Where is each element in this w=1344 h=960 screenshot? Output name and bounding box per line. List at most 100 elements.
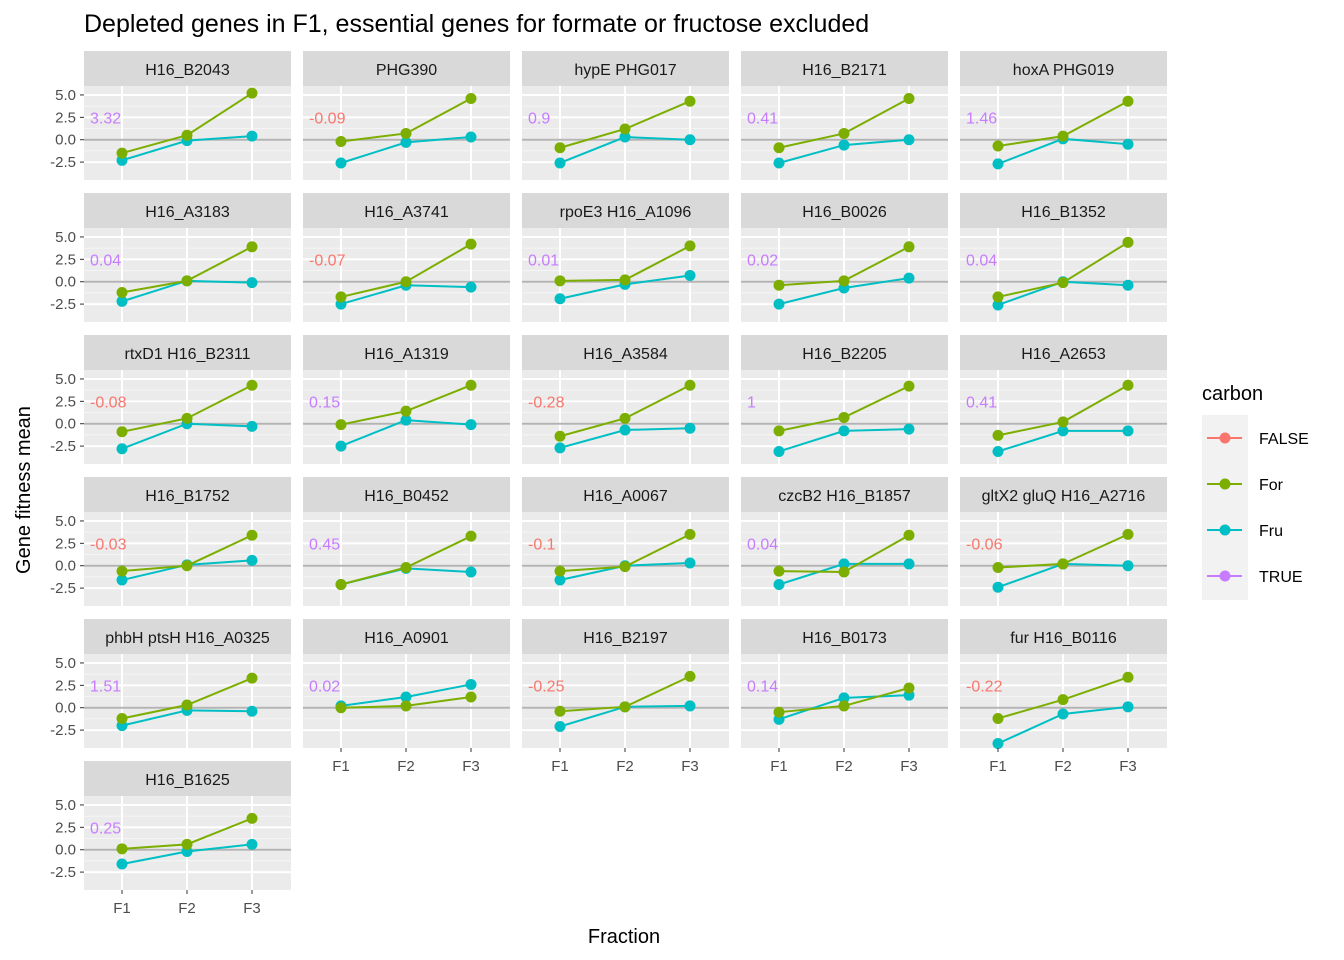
data-point-for xyxy=(1122,95,1134,107)
panel-annotation: -0.22 xyxy=(966,678,1003,695)
data-point-fru xyxy=(116,443,128,455)
data-point-fru xyxy=(903,558,915,570)
facet-panel: H16_B2205 1 xyxy=(741,335,948,464)
y-axis-title: Gene fitness mean xyxy=(13,406,35,574)
data-point-for xyxy=(465,691,477,703)
y-tick-label: 0.0 xyxy=(55,132,76,149)
facet-panel: H16_B1625 0.25 5.0 2.5 0.0 -2.5 F1 F2 F3 xyxy=(50,761,291,917)
facet-strip-label: H16_A2653 xyxy=(1021,346,1106,363)
data-point-for xyxy=(992,429,1004,441)
facet-strip xyxy=(84,761,291,796)
data-point-for xyxy=(116,712,128,724)
facet-strip-label: fur H16_B0116 xyxy=(1010,630,1117,647)
data-point-fru xyxy=(1122,701,1134,713)
data-point-for xyxy=(400,405,412,417)
x-tick-label: F2 xyxy=(835,758,853,775)
data-point-fru xyxy=(903,423,915,435)
x-tick-label: F3 xyxy=(681,758,699,775)
facet-panel: H16_A2653 0.41 xyxy=(960,335,1167,464)
legend-label: FALSE xyxy=(1259,431,1309,448)
data-point-for xyxy=(992,291,1004,303)
facet-panel: H16_B1352 0.04 xyxy=(960,193,1167,322)
y-tick-label: 2.5 xyxy=(55,393,76,410)
data-point-for xyxy=(116,286,128,298)
data-point-for xyxy=(773,142,785,154)
data-point-for xyxy=(838,127,850,139)
panel-annotation: 3.32 xyxy=(90,110,121,127)
data-point-for xyxy=(773,425,785,437)
data-point-fru xyxy=(1057,708,1069,720)
data-point-for xyxy=(400,562,412,574)
data-point-for xyxy=(554,142,566,154)
data-point-for xyxy=(684,528,696,540)
y-tick-label: -2.5 xyxy=(50,296,76,313)
data-point-for xyxy=(619,701,631,713)
panel-annotation: -0.03 xyxy=(90,536,127,553)
y-tick-label: -2.5 xyxy=(50,154,76,171)
y-tick-label: 5.0 xyxy=(55,371,76,388)
data-point-for xyxy=(838,566,850,578)
legend-key-point xyxy=(1219,570,1231,582)
facet-panel: H16_B0452 0.45 xyxy=(303,477,510,606)
facet-strip xyxy=(84,51,291,86)
facet-strip xyxy=(741,335,948,370)
panel-annotation: 0.04 xyxy=(747,536,778,553)
data-point-fru xyxy=(246,277,258,289)
data-point-for xyxy=(465,238,477,250)
facet-strip xyxy=(522,335,729,370)
data-point-fru xyxy=(992,445,1004,457)
data-point-fru xyxy=(992,158,1004,170)
facet-panel: phbH ptsH H16_A0325 1.51 5.0 2.5 0.0 -2.5 xyxy=(50,619,291,748)
data-point-for xyxy=(1122,379,1134,391)
facet-panel: hoxA PHG019 1.46 xyxy=(960,51,1167,180)
data-point-fru xyxy=(903,134,915,146)
facet-panel: H16_B1752 -0.03 5.0 2.5 0.0 -2.5 xyxy=(50,477,291,606)
data-point-for xyxy=(1057,416,1069,428)
panel-annotation: -0.28 xyxy=(528,394,565,411)
data-point-fru xyxy=(554,157,566,169)
data-point-fru xyxy=(773,445,785,457)
data-point-fru xyxy=(400,414,412,426)
y-tick-label: 2.5 xyxy=(55,109,76,126)
data-point-fru xyxy=(554,574,566,586)
facet-strip xyxy=(960,51,1167,86)
data-point-fru xyxy=(684,134,696,146)
x-tick-label: F1 xyxy=(989,758,1007,775)
facet-strip xyxy=(84,335,291,370)
data-point-fru xyxy=(903,272,915,284)
data-point-for xyxy=(181,560,193,572)
panel-annotation: -0.07 xyxy=(309,252,346,269)
facet-panel: H16_B0173 0.14 F1 F2 F3 xyxy=(741,619,948,775)
y-tick-label: 0.0 xyxy=(55,416,76,433)
facet-strip xyxy=(960,619,1167,654)
data-point-fru xyxy=(684,700,696,712)
data-point-for xyxy=(335,291,347,303)
data-point-for xyxy=(903,529,915,541)
y-tick-label: 0.0 xyxy=(55,558,76,575)
facet-strip-label: hoxA PHG019 xyxy=(1013,62,1115,79)
data-point-for xyxy=(246,672,258,684)
x-tick-label: F2 xyxy=(397,758,415,775)
x-tick-label: F2 xyxy=(178,900,196,917)
data-point-for xyxy=(992,712,1004,724)
data-point-for xyxy=(400,127,412,139)
y-tick-label: -2.5 xyxy=(50,722,76,739)
facet-strip-label: H16_A0067 xyxy=(583,488,668,505)
data-point-fru xyxy=(1122,138,1134,150)
data-point-for xyxy=(465,379,477,391)
y-tick-label: 5.0 xyxy=(55,513,76,530)
x-tick-label: F3 xyxy=(900,758,918,775)
data-point-for xyxy=(181,275,193,287)
panel-annotation: 0.04 xyxy=(90,252,121,269)
panel-annotation: 0.01 xyxy=(528,252,559,269)
x-tick-label: F2 xyxy=(616,758,634,775)
data-point-fru xyxy=(684,422,696,434)
data-point-fru xyxy=(684,557,696,569)
facet-strip xyxy=(303,335,510,370)
data-point-for xyxy=(903,93,915,105)
x-tick-label: F2 xyxy=(1054,758,1072,775)
facet-panel: H16_B2043 3.32 5.0 2.5 0.0 -2.5 xyxy=(50,51,291,180)
facet-strip xyxy=(303,193,510,228)
facet-strip xyxy=(522,51,729,86)
